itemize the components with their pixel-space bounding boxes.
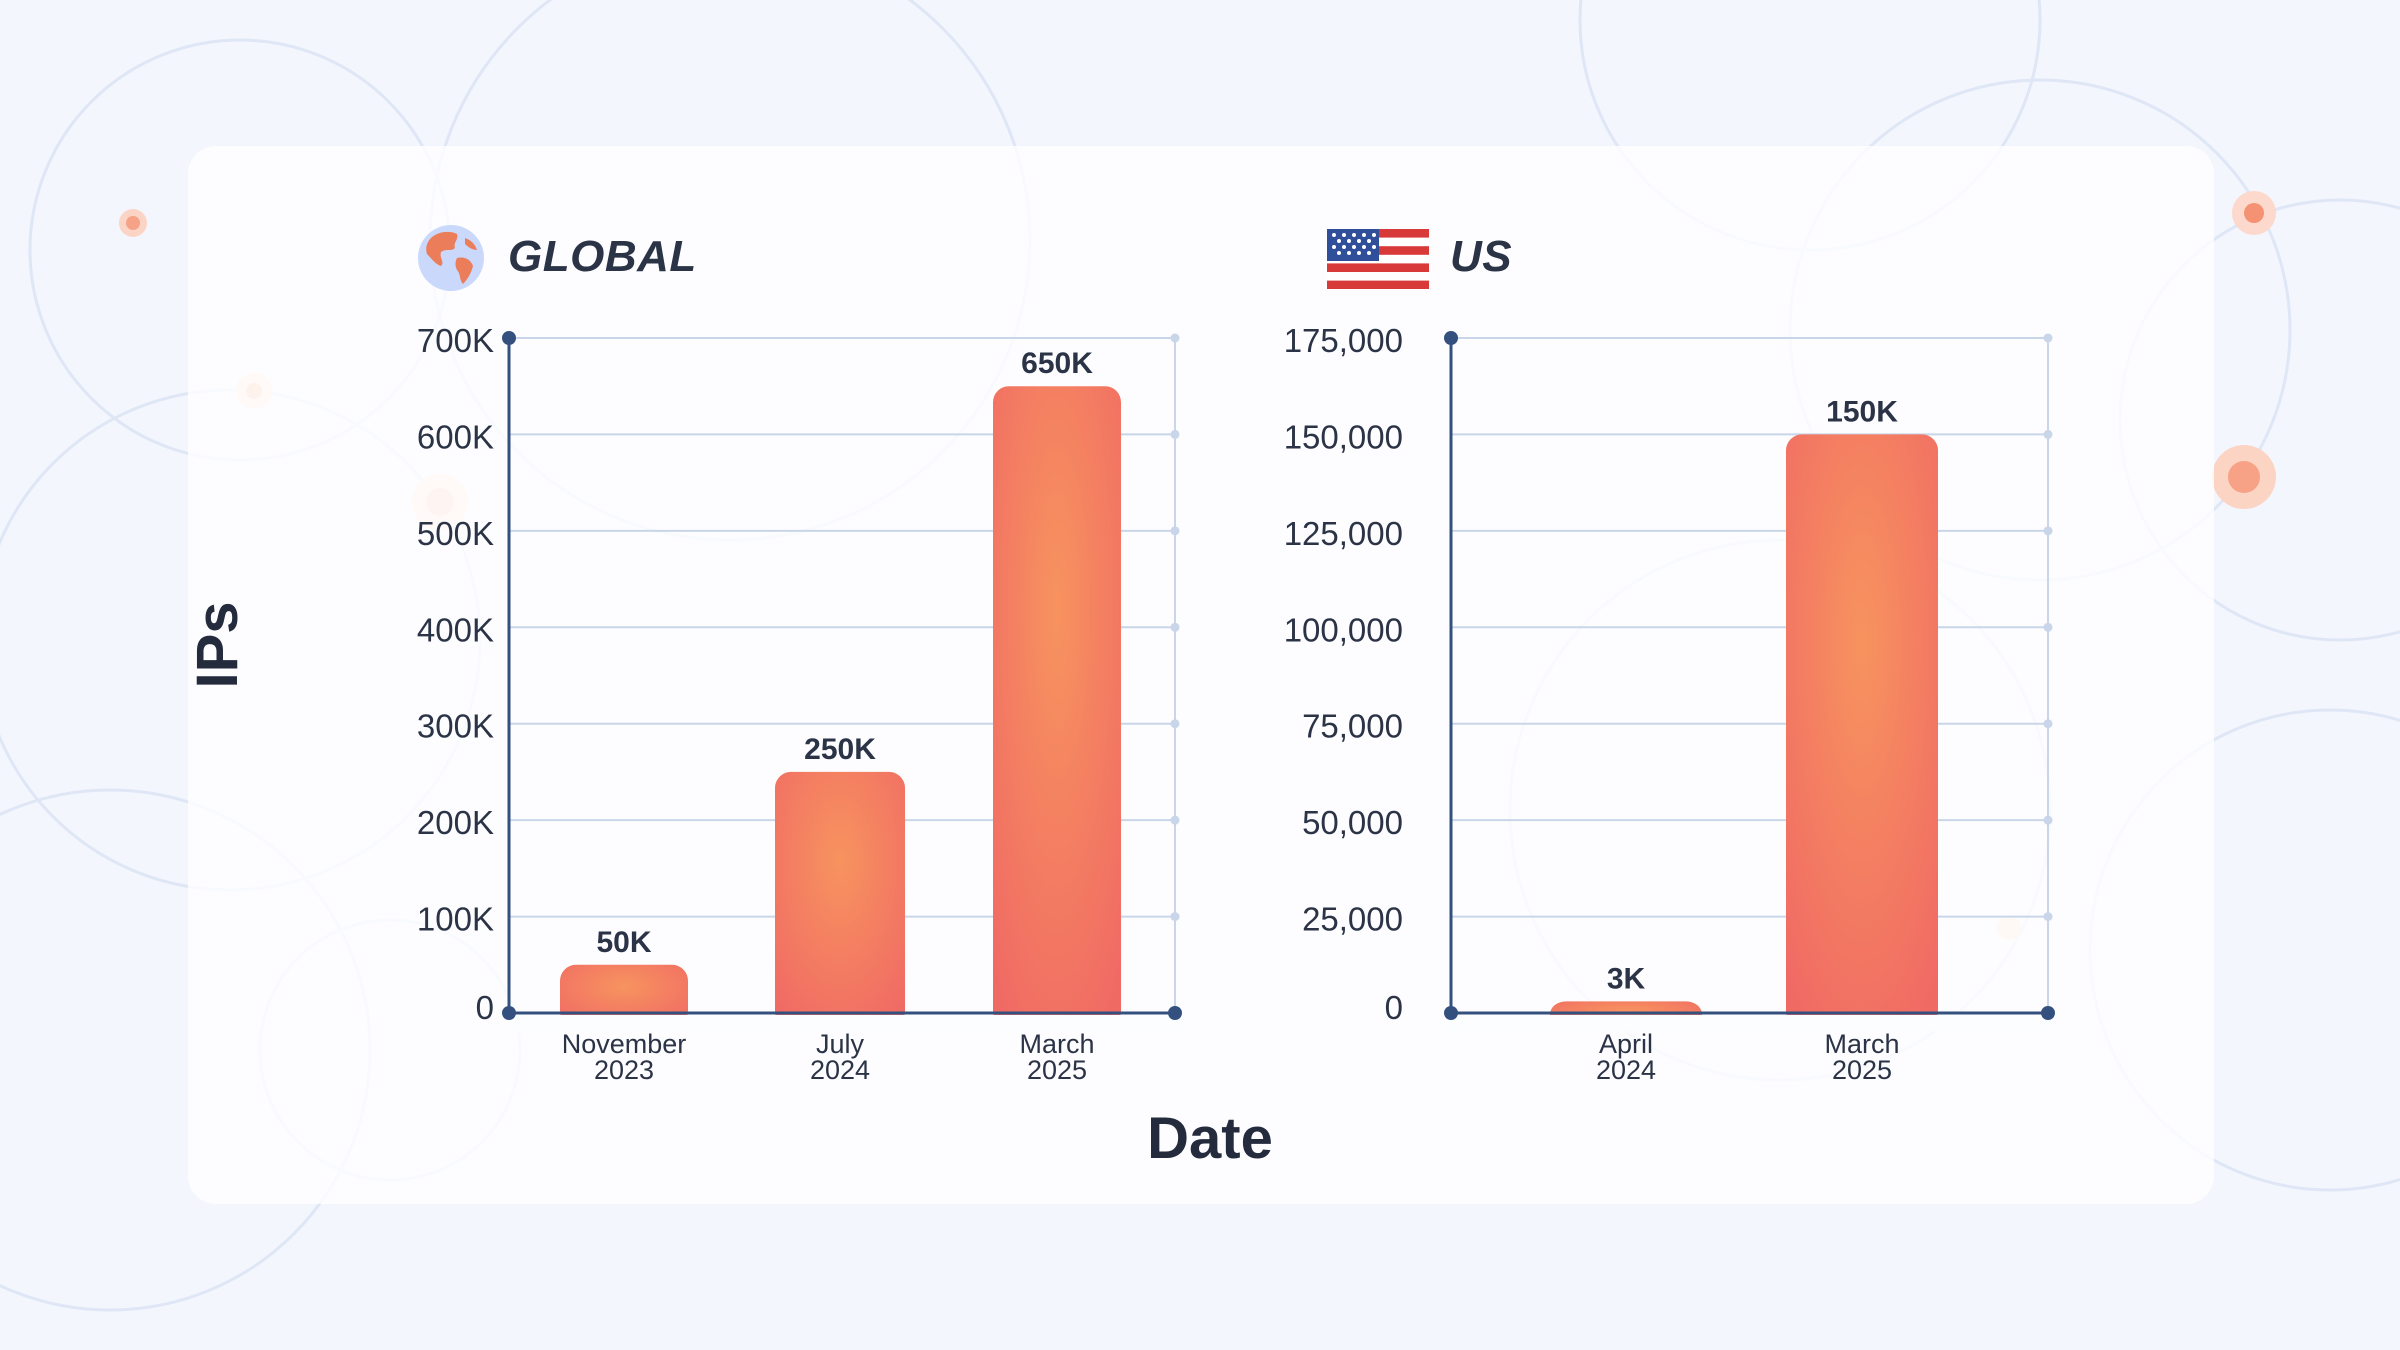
x-tick-label-year: 2025 [1027,1055,1087,1085]
y-tick-label: 200K [417,804,494,841]
axis-end-dot [1444,331,1458,345]
y-tick-label: 50,000 [1302,804,1403,841]
y-tick-label: 25,000 [1302,901,1403,938]
us-flag-icon [1327,229,1429,289]
y-tick-label: 400K [417,611,494,648]
y-tick-label: 0 [1385,989,1403,1026]
axis-mask [1447,1015,2054,1031]
y-tick-label: 175,000 [1284,322,1403,359]
axis-origin-dot [1444,1006,1458,1020]
y-tick-label: 500K [417,515,494,552]
bar-data-label: 650K [1021,347,1093,380]
bar-data-label: 250K [804,733,876,766]
bar [775,771,905,1027]
axis-origin-dot [502,1006,516,1020]
axis-end-dot [502,331,516,345]
x-tick-label-year: 2024 [810,1055,870,1085]
bar-data-label: 150K [1826,395,1898,428]
x-tick-label: November [562,1029,687,1059]
global-chart-title: GLOBAL [508,232,697,281]
bar-data-label: 50K [596,926,651,959]
x-tick-label: April [1599,1029,1653,1059]
axis-end-dot [2041,1006,2055,1020]
y-tick-label: 300K [417,708,494,745]
bar [1786,434,1938,1027]
y-axis-label: IPs [185,601,250,689]
y-tick-label: 700K [417,322,494,359]
y-tick-label: 125,000 [1284,515,1403,552]
bar [560,964,688,1027]
y-tick-label: 100K [417,901,494,938]
axis-mask [505,1015,1181,1031]
y-tick-label: 75,000 [1302,708,1403,745]
x-tick-label: March [1824,1029,1899,1059]
x-tick-label-year: 2025 [1832,1055,1892,1085]
bar [993,386,1121,1027]
x-tick-label: March [1019,1029,1094,1059]
y-tick-label: 150,000 [1284,418,1403,455]
us-chart-title: US [1450,232,1513,281]
bar-data-label: 3K [1607,962,1646,995]
y-tick-label: 600K [417,418,494,455]
y-tick-label: 0 [476,989,494,1026]
axis-end-dot [1168,1006,1182,1020]
y-tick-label: 100,000 [1284,611,1403,648]
x-tick-label: July [816,1029,865,1059]
x-axis-label: Date [1147,1106,1273,1171]
x-tick-label-year: 2024 [1596,1055,1656,1085]
globe-icon [417,224,485,292]
x-tick-label-year: 2023 [594,1055,654,1085]
